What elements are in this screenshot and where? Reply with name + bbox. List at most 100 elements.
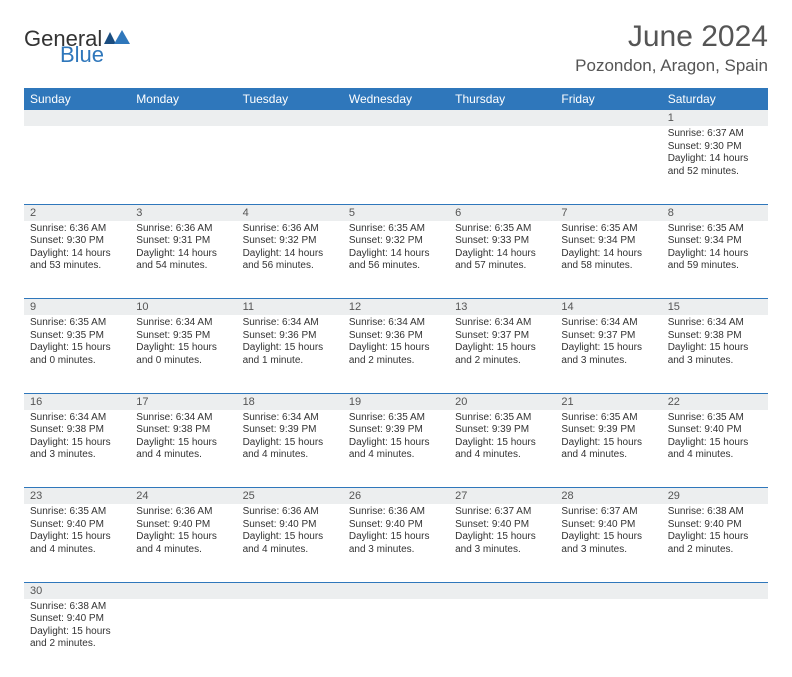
sunset-text: Sunset: 9:40 PM bbox=[668, 519, 762, 532]
day-number bbox=[555, 110, 661, 126]
day-number: 15 bbox=[662, 299, 768, 316]
sunset-text: Sunset: 9:38 PM bbox=[30, 424, 124, 437]
day-cell bbox=[237, 126, 343, 204]
sunset-text: Sunset: 9:40 PM bbox=[561, 519, 655, 532]
location-text: Pozondon, Aragon, Spain bbox=[575, 56, 768, 76]
day-number: 2 bbox=[24, 204, 130, 221]
day-number: 17 bbox=[130, 393, 236, 410]
sunrise-text: Sunrise: 6:34 AM bbox=[243, 317, 337, 330]
day-number: 4 bbox=[237, 204, 343, 221]
flag-icon bbox=[104, 26, 130, 52]
sunset-text: Sunset: 9:38 PM bbox=[668, 330, 762, 343]
day-cell: Sunrise: 6:34 AMSunset: 9:39 PMDaylight:… bbox=[237, 410, 343, 488]
day-number: 11 bbox=[237, 299, 343, 316]
sunrise-text: Sunrise: 6:34 AM bbox=[136, 317, 230, 330]
sunrise-text: Sunrise: 6:34 AM bbox=[136, 412, 230, 425]
day-number: 19 bbox=[343, 393, 449, 410]
day-cell: Sunrise: 6:36 AMSunset: 9:31 PMDaylight:… bbox=[130, 221, 236, 299]
daylight-text: Daylight: 15 hours and 3 minutes. bbox=[668, 342, 762, 367]
daylight-text: Daylight: 15 hours and 4 minutes. bbox=[243, 437, 337, 462]
daylight-text: Daylight: 15 hours and 0 minutes. bbox=[136, 342, 230, 367]
sunrise-text: Sunrise: 6:36 AM bbox=[136, 506, 230, 519]
brand-part2: Blue bbox=[60, 42, 104, 68]
day-header: Tuesday bbox=[237, 88, 343, 110]
day-number bbox=[24, 110, 130, 126]
sunset-text: Sunset: 9:39 PM bbox=[349, 424, 443, 437]
daylight-text: Daylight: 15 hours and 3 minutes. bbox=[349, 531, 443, 556]
sunrise-text: Sunrise: 6:34 AM bbox=[349, 317, 443, 330]
month-title: June 2024 bbox=[575, 20, 768, 54]
daylight-text: Daylight: 15 hours and 0 minutes. bbox=[30, 342, 124, 367]
day-cell: Sunrise: 6:36 AMSunset: 9:40 PMDaylight:… bbox=[343, 504, 449, 582]
daylight-text: Daylight: 15 hours and 2 minutes. bbox=[30, 626, 124, 651]
sunrise-text: Sunrise: 6:35 AM bbox=[349, 223, 443, 236]
daylight-text: Daylight: 15 hours and 3 minutes. bbox=[561, 342, 655, 367]
day-cell: Sunrise: 6:35 AMSunset: 9:39 PMDaylight:… bbox=[449, 410, 555, 488]
day-number: 30 bbox=[24, 582, 130, 599]
day-number: 13 bbox=[449, 299, 555, 316]
day-number: 1 bbox=[662, 110, 768, 126]
daylight-text: Daylight: 14 hours and 56 minutes. bbox=[243, 248, 337, 273]
sunrise-text: Sunrise: 6:38 AM bbox=[30, 601, 124, 614]
day-number bbox=[555, 582, 661, 599]
daylight-text: Daylight: 15 hours and 4 minutes. bbox=[561, 437, 655, 462]
sunrise-text: Sunrise: 6:35 AM bbox=[561, 412, 655, 425]
sunset-text: Sunset: 9:40 PM bbox=[30, 613, 124, 626]
day-cell bbox=[449, 126, 555, 204]
day-number: 16 bbox=[24, 393, 130, 410]
sunset-text: Sunset: 9:30 PM bbox=[30, 235, 124, 248]
day-number: 28 bbox=[555, 488, 661, 505]
day-number bbox=[130, 110, 236, 126]
day-header: Saturday bbox=[662, 88, 768, 110]
daylight-text: Daylight: 14 hours and 52 minutes. bbox=[668, 153, 762, 178]
day-number bbox=[343, 110, 449, 126]
title-block: June 2024 Pozondon, Aragon, Spain bbox=[575, 20, 768, 76]
day-number bbox=[237, 110, 343, 126]
sunrise-text: Sunrise: 6:34 AM bbox=[455, 317, 549, 330]
sunrise-text: Sunrise: 6:34 AM bbox=[30, 412, 124, 425]
day-number: 29 bbox=[662, 488, 768, 505]
daylight-text: Daylight: 15 hours and 2 minutes. bbox=[455, 342, 549, 367]
day-cell: Sunrise: 6:35 AMSunset: 9:34 PMDaylight:… bbox=[662, 221, 768, 299]
day-number-row: 16171819202122 bbox=[24, 393, 768, 410]
header: General June 2024 Pozondon, Aragon, Spai… bbox=[24, 20, 768, 76]
sunrise-text: Sunrise: 6:36 AM bbox=[243, 506, 337, 519]
sunrise-text: Sunrise: 6:35 AM bbox=[30, 317, 124, 330]
day-cell: Sunrise: 6:34 AMSunset: 9:38 PMDaylight:… bbox=[662, 315, 768, 393]
day-cell bbox=[555, 599, 661, 677]
day-number: 3 bbox=[130, 204, 236, 221]
sunset-text: Sunset: 9:40 PM bbox=[30, 519, 124, 532]
day-cell: Sunrise: 6:37 AMSunset: 9:40 PMDaylight:… bbox=[555, 504, 661, 582]
day-cell bbox=[662, 599, 768, 677]
day-number: 7 bbox=[555, 204, 661, 221]
sunrise-text: Sunrise: 6:37 AM bbox=[561, 506, 655, 519]
day-number: 27 bbox=[449, 488, 555, 505]
week-row: Sunrise: 6:35 AMSunset: 9:35 PMDaylight:… bbox=[24, 315, 768, 393]
sunrise-text: Sunrise: 6:34 AM bbox=[668, 317, 762, 330]
sunset-text: Sunset: 9:36 PM bbox=[243, 330, 337, 343]
day-cell: Sunrise: 6:34 AMSunset: 9:38 PMDaylight:… bbox=[130, 410, 236, 488]
day-number-row: 30 bbox=[24, 582, 768, 599]
sunrise-text: Sunrise: 6:35 AM bbox=[668, 223, 762, 236]
day-number-row: 9101112131415 bbox=[24, 299, 768, 316]
day-cell bbox=[449, 599, 555, 677]
sunset-text: Sunset: 9:32 PM bbox=[349, 235, 443, 248]
day-cell: Sunrise: 6:35 AMSunset: 9:34 PMDaylight:… bbox=[555, 221, 661, 299]
day-number: 22 bbox=[662, 393, 768, 410]
day-cell: Sunrise: 6:34 AMSunset: 9:35 PMDaylight:… bbox=[130, 315, 236, 393]
daylight-text: Daylight: 15 hours and 4 minutes. bbox=[349, 437, 443, 462]
daylight-text: Daylight: 15 hours and 4 minutes. bbox=[243, 531, 337, 556]
day-cell: Sunrise: 6:34 AMSunset: 9:37 PMDaylight:… bbox=[555, 315, 661, 393]
day-cell: Sunrise: 6:36 AMSunset: 9:40 PMDaylight:… bbox=[130, 504, 236, 582]
day-header: Thursday bbox=[449, 88, 555, 110]
daylight-text: Daylight: 15 hours and 4 minutes. bbox=[136, 437, 230, 462]
sunrise-text: Sunrise: 6:35 AM bbox=[668, 412, 762, 425]
day-cell: Sunrise: 6:34 AMSunset: 9:38 PMDaylight:… bbox=[24, 410, 130, 488]
daylight-text: Daylight: 15 hours and 1 minute. bbox=[243, 342, 337, 367]
day-number-row: 23242526272829 bbox=[24, 488, 768, 505]
day-number bbox=[662, 582, 768, 599]
sunrise-text: Sunrise: 6:35 AM bbox=[455, 223, 549, 236]
sunrise-text: Sunrise: 6:35 AM bbox=[455, 412, 549, 425]
sunset-text: Sunset: 9:39 PM bbox=[561, 424, 655, 437]
day-cell: Sunrise: 6:35 AMSunset: 9:39 PMDaylight:… bbox=[555, 410, 661, 488]
